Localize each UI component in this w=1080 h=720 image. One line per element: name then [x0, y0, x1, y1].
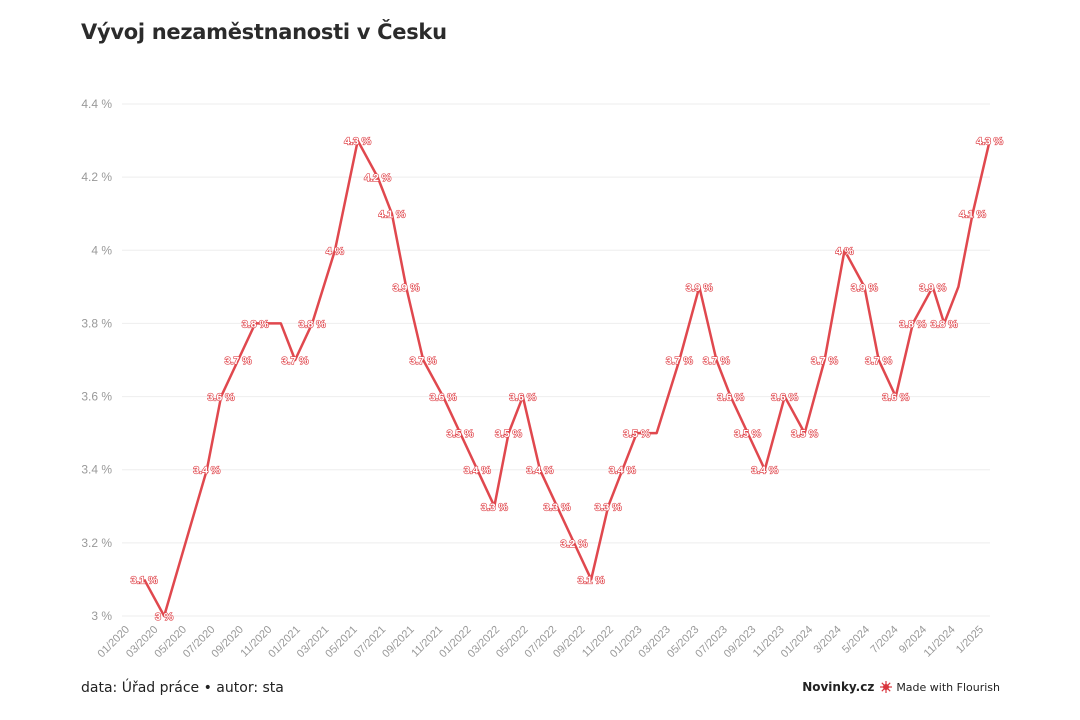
- data-label: 4 %: [835, 245, 854, 257]
- data-label: 3.5 %: [447, 428, 475, 440]
- data-label: 3.9 %: [919, 282, 947, 294]
- data-label: 3.6 %: [430, 392, 458, 404]
- flourish-label: Made with Flourish: [896, 680, 1000, 694]
- data-label: 4.2 %: [364, 172, 392, 184]
- y-tick-label: 3 %: [91, 609, 112, 623]
- data-label: 4.3 %: [976, 136, 1004, 148]
- flourish-credit[interactable]: Made with Flourish: [880, 681, 1000, 694]
- x-tick-label: 7/2024: [868, 624, 900, 656]
- data-label: 3.8 %: [931, 318, 959, 330]
- data-label: 3.6 %: [208, 392, 236, 404]
- data-label: 3.6 %: [717, 392, 745, 404]
- data-label: 3.4 %: [193, 465, 221, 477]
- data-label: 3.7 %: [811, 355, 839, 367]
- data-label: 3.5 %: [623, 428, 651, 440]
- data-label: 3.5 %: [495, 428, 523, 440]
- data-label: 3.7 %: [410, 355, 438, 367]
- y-tick-label: 4.4 %: [81, 97, 112, 111]
- data-label: 3.3 %: [595, 501, 623, 513]
- data-label: 3.2 %: [561, 538, 589, 550]
- data-label: 3.8 %: [899, 318, 927, 330]
- data-label: 3.4 %: [464, 465, 492, 477]
- data-label: 4.1 %: [959, 209, 987, 221]
- data-label: 3.7 %: [282, 355, 310, 367]
- data-label: 3.6 %: [509, 392, 537, 404]
- x-tick-label: 11/2024: [922, 624, 958, 660]
- data-label: 3.8 %: [242, 318, 270, 330]
- data-label: 3.6 %: [882, 392, 910, 404]
- x-tick-label: 3/2024: [812, 624, 844, 656]
- data-label: 4 %: [326, 245, 345, 257]
- data-label: 3.7 %: [666, 355, 694, 367]
- data-label: 3.7 %: [225, 355, 253, 367]
- x-tick-label: 09/2023: [722, 624, 759, 661]
- page-title: Vývoj nezaměstnanosti v Česku: [81, 20, 447, 44]
- data-label: 3.4 %: [526, 465, 554, 477]
- data-label: 3 %: [155, 611, 174, 623]
- footer-branding: Novinky.cz Made with Flourish: [802, 680, 1000, 694]
- data-label: 3.4 %: [751, 465, 779, 477]
- data-label: 3.1 %: [131, 574, 159, 586]
- data-label: 4.3 %: [344, 136, 372, 148]
- data-label: 3.6 %: [771, 392, 799, 404]
- x-tick-label: 01/2024: [779, 624, 816, 661]
- data-label: 3.5 %: [734, 428, 762, 440]
- data-label: 3.5 %: [791, 428, 819, 440]
- series-line: [143, 139, 991, 618]
- data-label: 3.3 %: [481, 501, 509, 513]
- data-label: 3.9 %: [686, 282, 714, 294]
- data-label: 3.9 %: [393, 282, 421, 294]
- data-label: 3.4 %: [609, 465, 637, 477]
- y-tick-label: 4 %: [91, 243, 112, 257]
- x-tick-label: 5/2024: [840, 624, 872, 656]
- source-note: data: Úřad práce • autor: sta: [81, 680, 284, 696]
- y-tick-label: 3.2 %: [81, 536, 112, 550]
- y-tick-label: 3.4 %: [81, 463, 112, 477]
- data-label: 3.9 %: [851, 282, 879, 294]
- x-tick-label: 09/2020: [209, 624, 246, 661]
- y-tick-label: 4.2 %: [81, 170, 112, 184]
- data-label: 3.8 %: [299, 318, 327, 330]
- x-tick-label: 09/2022: [551, 624, 588, 661]
- y-tick-label: 3.6 %: [81, 390, 112, 404]
- x-tick-label: 09/2021: [380, 624, 417, 661]
- x-tick-label: 1/2025: [954, 624, 986, 656]
- data-label: 3.7 %: [703, 355, 731, 367]
- data-label: 4.1 %: [378, 209, 406, 221]
- y-tick-label: 3.8 %: [81, 316, 112, 330]
- brand-logo[interactable]: Novinky.cz: [802, 680, 875, 694]
- data-label: 3.1 %: [578, 574, 606, 586]
- data-label: 3.7 %: [865, 355, 893, 367]
- flourish-icon: [880, 681, 893, 693]
- data-label: 3.3 %: [544, 501, 572, 513]
